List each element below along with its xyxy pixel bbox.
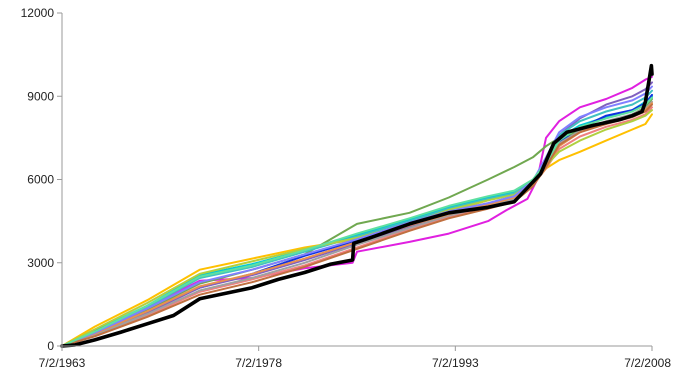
- axes-layer: [57, 12, 653, 351]
- y-tick-label: 0: [47, 339, 54, 353]
- y-tick-label: 3000: [27, 256, 54, 270]
- x-tick-label: 7/2/1963: [39, 356, 86, 370]
- series-line-11: [61, 89, 653, 347]
- x-tick-label: 7/2/1978: [235, 356, 282, 370]
- series-line-12: [61, 109, 653, 347]
- series-line-15: [61, 96, 653, 347]
- y-tick-label: 12000: [21, 6, 55, 20]
- y-tick-label: 6000: [27, 173, 54, 187]
- series-line-2: [61, 95, 653, 347]
- y-tick-label: 9000: [27, 89, 54, 103]
- series-line-1: [60, 63, 654, 348]
- x-tick-label: 7/2/2008: [624, 356, 671, 370]
- x-tick-label: 7/2/1993: [432, 356, 479, 370]
- labels-layer: 0 3000 6000 9000 12000 7/2/1963 7/2/1978 7/2/19…: [21, 6, 672, 370]
- series-layer: [60, 63, 654, 348]
- series-line-13: [61, 85, 653, 347]
